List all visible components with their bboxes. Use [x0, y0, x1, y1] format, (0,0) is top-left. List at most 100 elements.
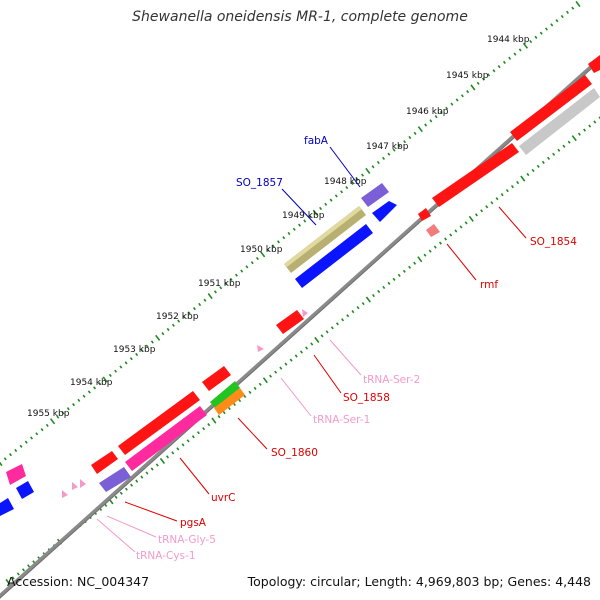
minor-tick [433, 245, 437, 249]
genome-backbone-shadow [0, 60, 600, 599]
trna-ser2-mark[interactable] [302, 309, 308, 317]
leader-so1857 [281, 188, 317, 226]
minor-tick [434, 115, 438, 119]
gene-blue-left-2[interactable] [0, 498, 14, 516]
gene-red-upper-3[interactable] [588, 55, 600, 73]
gene-rmf-a[interactable] [418, 208, 431, 221]
minor-tick [161, 332, 165, 336]
label-uvrC[interactable]: uvrC [211, 492, 236, 504]
label-fabA[interactable]: fabA [304, 135, 329, 147]
label-so1858[interactable]: SO_1858 [343, 392, 390, 404]
minor-tick [562, 144, 566, 148]
minor-tick [66, 407, 70, 411]
label-so1854[interactable]: SO_1854 [530, 236, 577, 248]
gene-blue-upper-1[interactable] [295, 224, 373, 288]
gene-red-upper-1[interactable] [432, 143, 519, 207]
minor-tick [320, 334, 324, 338]
minor-tick [485, 205, 489, 209]
minor-tick [552, 152, 556, 156]
gene-so1857[interactable] [284, 206, 366, 273]
minor-tick [455, 98, 459, 102]
gene-uvrC[interactable] [118, 391, 200, 455]
minor-tick [319, 206, 323, 211]
label-trna-cys1[interactable]: tRNA-Cys-1 [136, 550, 196, 562]
trna-extra-mark[interactable] [62, 490, 68, 498]
minor-tick [413, 261, 417, 265]
gene-blue-left-1[interactable] [16, 481, 34, 499]
label-so1860[interactable]: SO_1860 [271, 447, 318, 459]
minor-tick [269, 374, 273, 378]
minor-tick [77, 398, 81, 402]
major-tick [5, 578, 11, 586]
minor-tick [21, 568, 25, 572]
minor-tick [510, 185, 514, 189]
minor-tick [403, 140, 407, 144]
gene-rmf-b[interactable] [426, 224, 440, 237]
gene-pgsA[interactable] [99, 467, 131, 492]
minor-tick [397, 273, 401, 277]
leader-fabA [329, 146, 361, 188]
kbp-label: 1951 kbp [198, 279, 241, 289]
gene-gray-upper[interactable] [519, 88, 600, 155]
minor-tick [271, 244, 275, 248]
minor-tick [287, 231, 291, 236]
minor-tick [474, 213, 478, 217]
minor-tick [560, 14, 564, 19]
gene-fabA[interactable] [361, 183, 389, 207]
minor-tick [305, 346, 309, 350]
gene-green[interactable] [210, 381, 240, 408]
minor-tick [450, 102, 454, 106]
minor-tick [505, 189, 509, 193]
minor-tick [182, 315, 186, 319]
minor-tick [245, 265, 249, 269]
label-pgsA[interactable]: pgsA [180, 517, 207, 529]
minor-tick [294, 354, 298, 358]
minor-tick [166, 455, 170, 459]
major-tick [0, 461, 3, 467]
minor-tick [266, 248, 270, 252]
minor-tick [11, 576, 15, 580]
trna-cys1-mark[interactable] [72, 482, 78, 490]
minor-tick [191, 435, 195, 439]
minor-tick [186, 439, 190, 443]
gene-blue-upper-2[interactable] [372, 201, 397, 222]
gene-red-mid-1[interactable] [202, 366, 231, 391]
major-tick [365, 167, 371, 174]
minor-tick [93, 386, 97, 390]
kbp-label: 1947 kbp [366, 142, 409, 152]
leader-so1854 [498, 206, 527, 239]
gene-red-lower[interactable] [91, 451, 118, 474]
minor-tick [243, 394, 247, 398]
leader-trna-ser1 [280, 377, 312, 417]
minor-tick [460, 94, 464, 98]
minor-tick [289, 358, 293, 362]
minor-tick [140, 348, 144, 352]
minor-tick [334, 194, 338, 198]
label-rmf[interactable]: rmf [480, 279, 498, 291]
label-trna-gly5[interactable]: tRNA-Gly-5 [158, 534, 216, 546]
minor-tick [513, 52, 517, 56]
minor-tick [544, 27, 548, 31]
minor-tick [135, 479, 139, 483]
minor-tick [3, 457, 7, 461]
label-so1857[interactable]: SO_1857 [236, 177, 283, 189]
minor-tick [255, 256, 259, 261]
minor-tick [192, 307, 196, 311]
gene-orange[interactable] [214, 388, 245, 415]
major-tick [417, 256, 423, 263]
gene-pink-long[interactable] [125, 406, 207, 471]
minor-tick [104, 503, 108, 507]
trna-ser1-mark[interactable] [257, 345, 264, 352]
minor-tick [87, 390, 91, 394]
gene-magenta-left[interactable] [6, 464, 26, 485]
minor-tick [341, 318, 345, 322]
trna-gly5-mark[interactable] [80, 479, 86, 488]
gene-so1858[interactable] [276, 310, 304, 334]
minor-tick [150, 340, 154, 344]
minor-tick [541, 160, 545, 164]
minor-tick [550, 23, 554, 27]
gene-red-upper-2[interactable] [510, 75, 592, 141]
label-trna-ser2[interactable]: tRNA-Ser-2 [363, 374, 420, 386]
label-trna-ser1[interactable]: tRNA-Ser-1 [313, 414, 370, 426]
minor-tick [567, 140, 571, 144]
